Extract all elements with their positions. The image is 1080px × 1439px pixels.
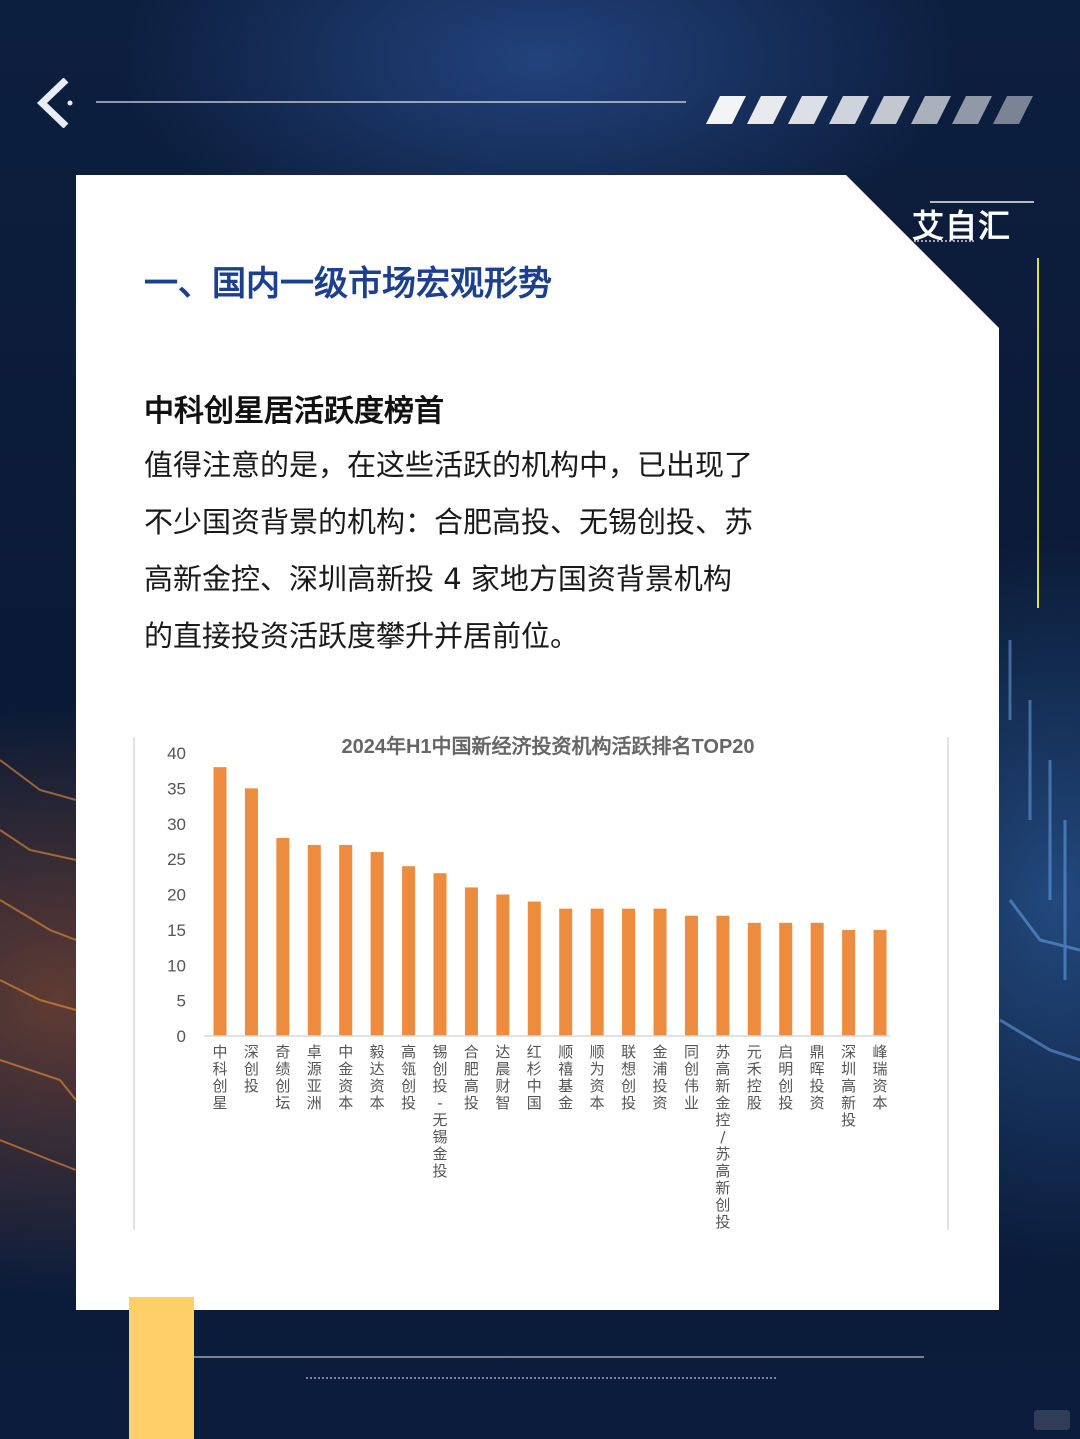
y-tick-label: 15 xyxy=(167,921,186,940)
x-tick-label: 毅达资本 xyxy=(370,1043,385,1112)
x-tick-label: 红杉中国 xyxy=(527,1043,542,1112)
x-tick-label: 深创投 xyxy=(244,1043,259,1095)
body-line: 的直接投资活跃度攀升并居前位。 xyxy=(144,619,580,653)
x-tick-label: 启明创投 xyxy=(778,1043,793,1112)
brand-logo: 艾自汇 xyxy=(912,207,1012,245)
subtitle: 中科创星居活跃度榜首 xyxy=(144,394,444,429)
x-tick-label: 达晨财智 xyxy=(495,1043,510,1112)
header-stripes-decoration xyxy=(706,96,1033,124)
bar xyxy=(873,929,887,1036)
bar xyxy=(559,908,573,1036)
bar xyxy=(684,915,698,1036)
back-chevron-icon[interactable] xyxy=(36,78,76,128)
bar xyxy=(244,788,258,1036)
y-tick-label: 35 xyxy=(167,779,186,798)
x-tick-label: 苏高新金控/苏高新创投 xyxy=(715,1043,730,1231)
bar xyxy=(213,767,227,1036)
x-tick-label: 同创伟业 xyxy=(684,1043,699,1112)
brand-dots xyxy=(914,240,974,242)
bar xyxy=(590,908,604,1036)
bar xyxy=(716,915,730,1036)
x-tick-label: 锡创投-无锡金投 xyxy=(433,1043,448,1180)
footer-divider-line xyxy=(194,1356,924,1358)
x-tick-label: 奇绩创坛 xyxy=(275,1043,290,1112)
x-tick-label: 卓源亚洲 xyxy=(307,1043,322,1112)
bar xyxy=(810,922,824,1036)
chart-title: 2024年H1中国新经济投资机构活跃排名TOP20 xyxy=(341,734,754,758)
bar xyxy=(527,901,541,1036)
x-tick-label: 中科创星 xyxy=(212,1043,227,1112)
footer-dots xyxy=(306,1377,776,1379)
header-divider-line xyxy=(96,101,686,103)
y-tick-label: 40 xyxy=(167,744,186,763)
content-card xyxy=(76,175,999,1310)
x-tick-label: 高瓴创投 xyxy=(401,1043,416,1112)
x-tick-label: 中金资本 xyxy=(338,1043,353,1112)
body-paragraph: 值得注意的是，在这些活跃的机构中，已出现了 不少国资背景的机构：合肥高投、无锡创… xyxy=(144,437,844,665)
x-tick-label: 鼎晖投资 xyxy=(810,1043,825,1112)
section-title: 一、国内一级市场宏观形势 xyxy=(144,264,552,304)
bar xyxy=(307,844,321,1036)
x-tick-label: 顺为资本 xyxy=(590,1043,605,1112)
bar xyxy=(464,887,478,1036)
x-tick-label: 联想创投 xyxy=(621,1043,636,1112)
y-tick-label: 20 xyxy=(167,886,186,905)
bar xyxy=(339,844,353,1036)
y-tick-label: 30 xyxy=(167,815,186,834)
x-tick-label: 深圳高新投 xyxy=(841,1043,856,1129)
bar xyxy=(433,873,447,1036)
y-tick-label: 25 xyxy=(167,850,186,869)
bar xyxy=(496,894,510,1036)
x-tick-label: 元禾控股 xyxy=(747,1043,762,1112)
x-tick-label: 顺禧基金 xyxy=(558,1043,573,1112)
y-tick-label: 0 xyxy=(177,1027,186,1046)
bar xyxy=(653,908,667,1036)
bar xyxy=(622,908,636,1036)
x-tick-label: 峰瑞资本 xyxy=(873,1043,888,1112)
bar xyxy=(402,866,416,1036)
y-tick-label: 5 xyxy=(177,992,186,1011)
body-line: 不少国资背景的机构：合肥高投、无锡创投、苏 xyxy=(144,505,754,539)
body-line: 高新金控、深圳高新投 4 家地方国资背景机构 xyxy=(144,562,732,596)
body-line: 值得注意的是，在这些活跃的机构中，已出现了 xyxy=(144,448,754,482)
bar xyxy=(842,929,856,1036)
corner-watermark xyxy=(1034,1410,1070,1430)
bar-chart: 2024年H1中国新经济投资机构活跃排名TOP20 0 5 10 15 20 25 30 35… xyxy=(133,734,949,1231)
edge-accent-line xyxy=(1037,258,1039,608)
y-tick-label: 10 xyxy=(167,956,186,975)
bar xyxy=(370,852,384,1036)
x-tick-label: 金浦投资 xyxy=(653,1043,668,1112)
bar xyxy=(276,837,290,1036)
bar xyxy=(779,922,793,1036)
bar xyxy=(747,922,761,1036)
brand-line xyxy=(930,201,1034,203)
x-tick-label: 合肥高投 xyxy=(464,1043,479,1112)
footer-yellow-block xyxy=(129,1297,194,1439)
